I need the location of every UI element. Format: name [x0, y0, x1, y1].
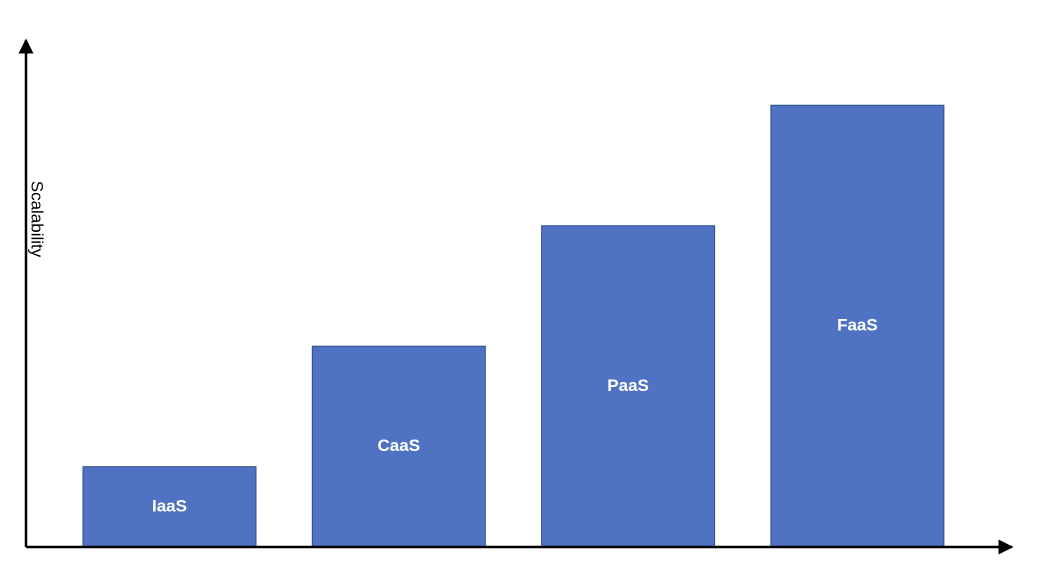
- bar-faas: [770, 104, 945, 548]
- bar-caas: [311, 345, 486, 548]
- bar-label-iaas: IaaS: [152, 496, 187, 515]
- bar-iaas: [82, 466, 257, 548]
- bar-label-faas: FaaS: [837, 316, 878, 335]
- bar-paas: [541, 225, 716, 548]
- y-axis-title: Scalability: [28, 181, 47, 258]
- bar-label-paas: PaaS: [607, 376, 649, 395]
- bars-group: IaaS CaaS PaaS FaaS: [82, 104, 945, 548]
- bar-label-caas: CaaS: [378, 436, 421, 455]
